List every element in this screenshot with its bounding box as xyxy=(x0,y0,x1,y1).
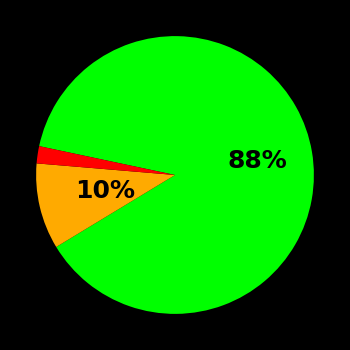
Wedge shape xyxy=(37,146,175,175)
Text: 10%: 10% xyxy=(75,180,135,203)
Wedge shape xyxy=(39,36,314,314)
Text: 88%: 88% xyxy=(227,149,287,173)
Wedge shape xyxy=(36,163,175,247)
